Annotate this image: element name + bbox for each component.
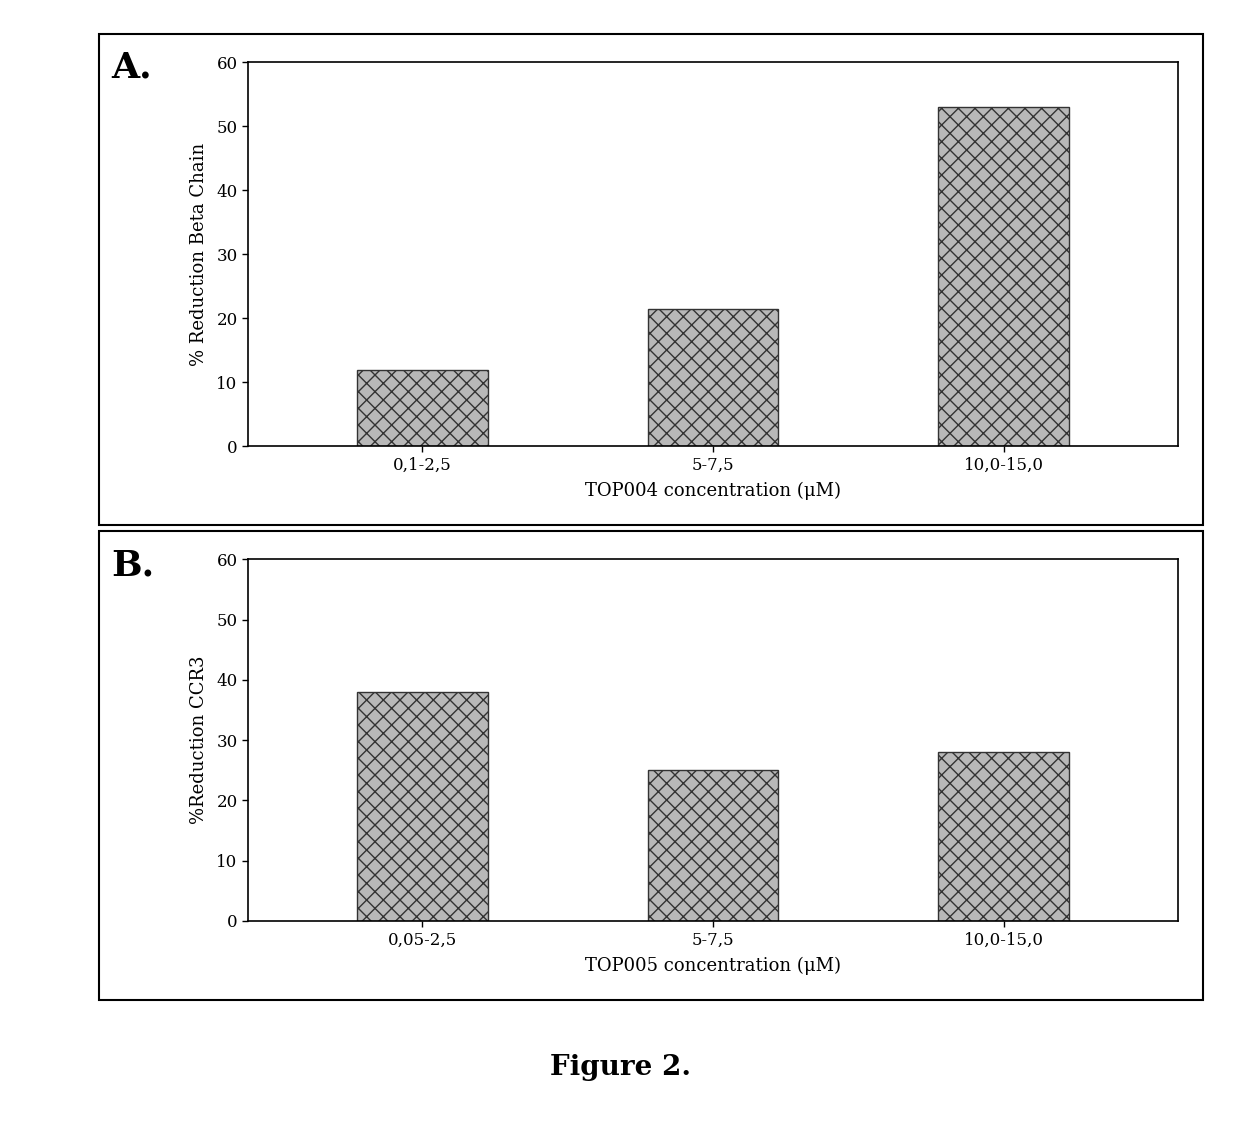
Text: A.: A.: [112, 51, 153, 85]
Y-axis label: % Reduction Beta Chain: % Reduction Beta Chain: [190, 142, 208, 366]
Y-axis label: %Reduction CCR3: %Reduction CCR3: [190, 655, 208, 825]
Bar: [939, 753, 1069, 921]
Bar: [647, 771, 779, 921]
Bar: [939, 107, 1069, 446]
Bar: [357, 692, 487, 921]
Bar: [357, 370, 487, 446]
Text: Figure 2.: Figure 2.: [549, 1054, 691, 1081]
X-axis label: TOP005 concentration (μM): TOP005 concentration (μM): [585, 957, 841, 975]
Text: B.: B.: [112, 548, 155, 582]
X-axis label: TOP004 concentration (μM): TOP004 concentration (μM): [585, 483, 841, 501]
Bar: [647, 308, 779, 446]
